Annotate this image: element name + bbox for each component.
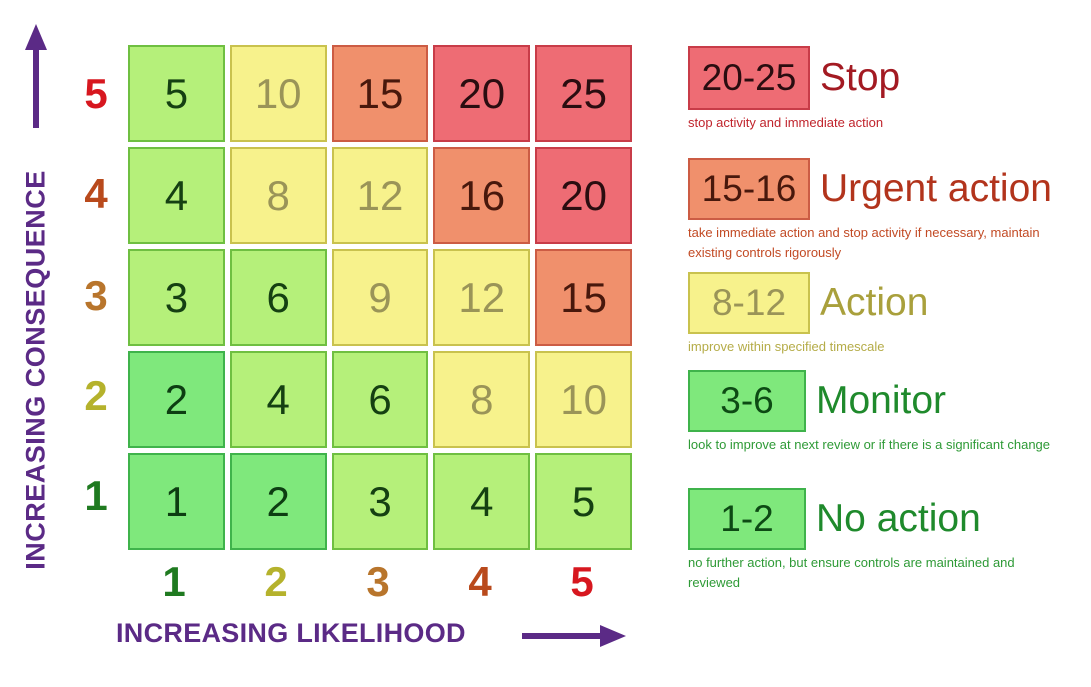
legend-row: 1-2 No action bbox=[688, 488, 1058, 550]
matrix-cell: 1 bbox=[128, 453, 225, 550]
matrix-cell: 16 bbox=[433, 147, 531, 244]
matrix-cell: 5 bbox=[535, 453, 632, 550]
x-axis-level-5: 5 bbox=[570, 558, 594, 605]
legend-row: 8-12 Action bbox=[688, 272, 1058, 334]
y-axis-level-4: 4 bbox=[84, 170, 108, 217]
legend-swatch: 1-2 bbox=[688, 488, 806, 550]
matrix-cell: 10 bbox=[229, 45, 327, 142]
legend-description: no further action, but ensure controls a… bbox=[688, 555, 1015, 590]
matrix-cell: 10 bbox=[535, 351, 632, 448]
matrix-cell: 20 bbox=[535, 147, 632, 244]
matrix-cell: 2 bbox=[128, 351, 225, 448]
legend-description: take immediate action and stop activity … bbox=[688, 225, 1040, 260]
matrix-cell: 6 bbox=[229, 249, 327, 346]
matrix-cell: 12 bbox=[433, 249, 531, 346]
matrix-cell: 6 bbox=[331, 351, 429, 448]
y-axis-level-1: 1 bbox=[84, 472, 108, 519]
legend-item-urgent: 15-16 Urgent action take immediate action … bbox=[688, 158, 1058, 263]
legend-item-monitor: 3-6 Monitor look to improve at next review… bbox=[688, 370, 1058, 455]
y-axis-level-5: 5 bbox=[84, 70, 108, 117]
matrix-cell: 4 bbox=[229, 351, 327, 448]
x-axis-level-3: 3 bbox=[366, 558, 390, 605]
legend-title: No action bbox=[816, 497, 981, 540]
matrix-cell: 8 bbox=[229, 147, 327, 244]
matrix-cell: 5 bbox=[128, 45, 225, 142]
risk-matrix: 5 10 15 20 25 4 8 12 16 20 3 6 9 12 15 2 4 6 8 10 1 2 3 4 5 bbox=[128, 45, 632, 550]
matrix-cell: 4 bbox=[433, 453, 531, 550]
legend-item-action: 8-12 Action improve within specified times… bbox=[688, 272, 1058, 357]
legend-item-noaction: 1-2 No action no further action, but ensur… bbox=[688, 488, 1058, 593]
matrix-cell: 12 bbox=[331, 147, 429, 244]
legend-swatch: 3-6 bbox=[688, 370, 806, 432]
x-axis-title: INCREASING LIKELIHOOD bbox=[116, 618, 466, 648]
legend-title: Urgent action bbox=[820, 167, 1052, 210]
matrix-cell: 4 bbox=[128, 147, 225, 244]
legend-description: stop activity and immediate action bbox=[688, 115, 884, 130]
legend-swatch: 20-25 bbox=[688, 46, 810, 110]
y-axis-arrow-icon bbox=[25, 24, 47, 128]
x-axis-arrow-icon bbox=[522, 625, 626, 647]
legend-title: Action bbox=[820, 281, 929, 324]
x-axis-level-1: 1 bbox=[162, 558, 186, 605]
matrix-cell: 3 bbox=[128, 249, 225, 346]
matrix-cell: 8 bbox=[433, 351, 531, 448]
y-axis-level-3: 3 bbox=[84, 272, 108, 319]
x-axis-level-2: 2 bbox=[264, 558, 288, 605]
legend-swatch: 8-12 bbox=[688, 272, 810, 334]
y-axis-title: INCREASING CONSEQUENCE bbox=[20, 170, 51, 570]
matrix-cell: 25 bbox=[535, 45, 632, 142]
matrix-cell: 20 bbox=[433, 45, 531, 142]
legend-row: 15-16 Urgent action bbox=[688, 158, 1058, 220]
legend-description: look to improve at next review or if the… bbox=[688, 437, 1051, 452]
legend-item-stop: 20-25 Stop stop activity and immediate act… bbox=[688, 46, 1058, 133]
legend-row: 3-6 Monitor bbox=[688, 370, 1058, 432]
matrix-cell: 15 bbox=[535, 249, 632, 346]
matrix-cell: 2 bbox=[229, 453, 327, 550]
matrix-cell: 3 bbox=[331, 453, 429, 550]
legend-swatch: 15-16 bbox=[688, 158, 810, 220]
legend-title: Stop bbox=[820, 56, 901, 99]
legend-row: 20-25 Stop bbox=[688, 46, 1058, 110]
y-axis-level-2: 2 bbox=[84, 372, 108, 419]
x-axis-level-4: 4 bbox=[468, 558, 492, 605]
matrix-cell: 9 bbox=[331, 249, 429, 346]
legend-description: improve within specified timescale bbox=[688, 339, 885, 354]
matrix-cell: 15 bbox=[331, 45, 429, 142]
legend-title: Monitor bbox=[816, 379, 947, 422]
